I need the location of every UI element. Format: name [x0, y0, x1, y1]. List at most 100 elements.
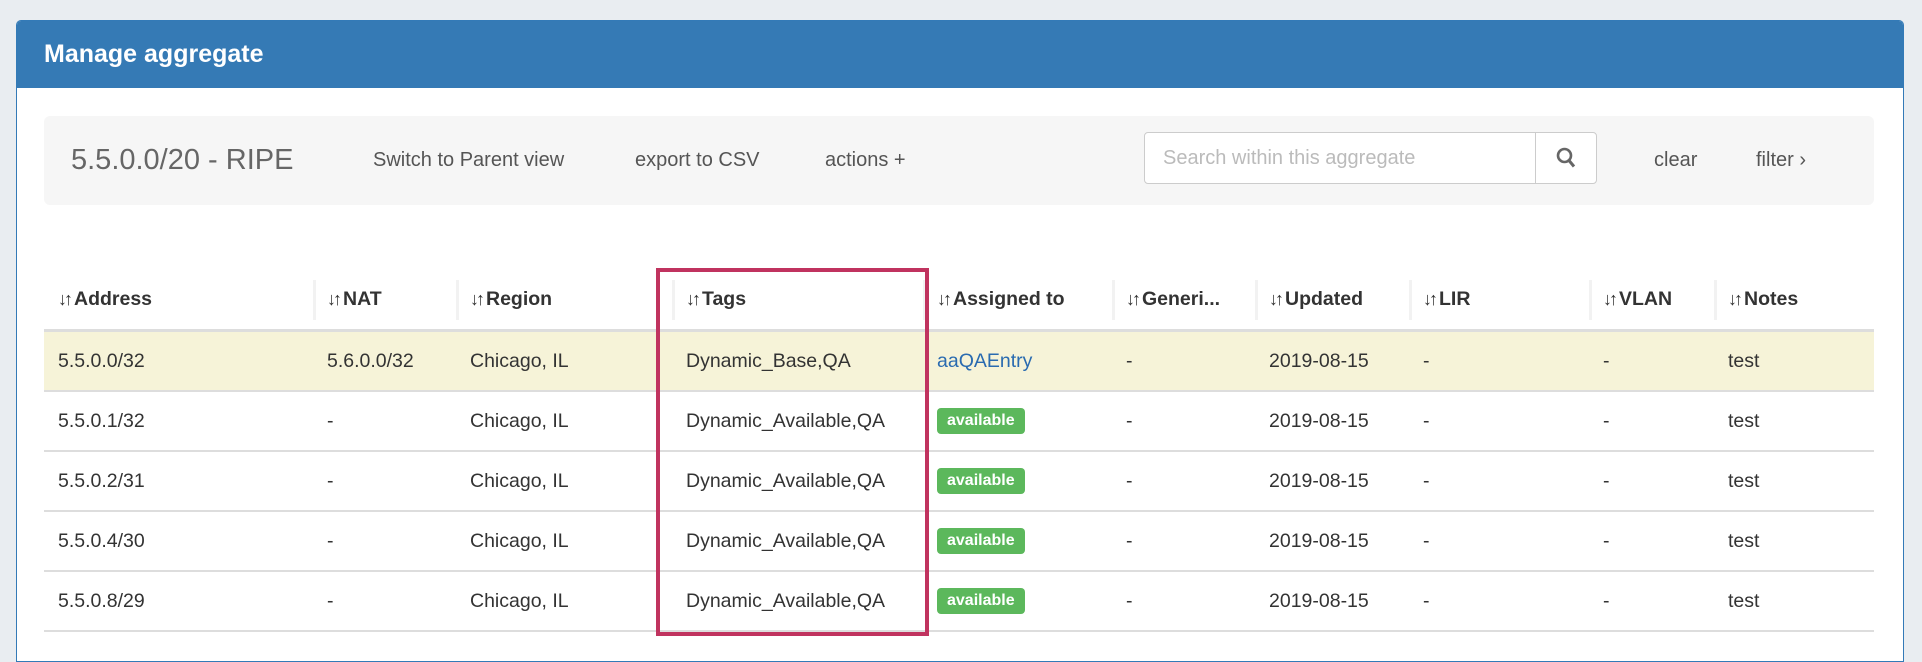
nat-value: -: [327, 409, 334, 432]
column-resize-handle[interactable]: [1714, 280, 1717, 320]
cell-vlan: -: [1589, 330, 1714, 392]
aggregate-table: ↓↑ Address ↓↑ NAT ↓↑ Region ↓↑ Tags ↓↑ Assigned t…: [44, 270, 1874, 632]
sort-icon: ↓↑: [1603, 289, 1618, 309]
column-resize-handle[interactable]: [1112, 280, 1115, 320]
sort-icon: ↓↑: [1423, 289, 1438, 309]
table-row[interactable]: 5.5.0.0/32 5.6.0.0/32 Chicago, IL Dynamic_B…: [44, 330, 1874, 392]
column-resize-handle[interactable]: [1409, 280, 1412, 320]
vlan-value: -: [1603, 469, 1610, 492]
filter-link[interactable]: filter ›: [1756, 149, 1806, 171]
tags-value: Dynamic_Available,QA: [686, 529, 886, 552]
vlan-value: -: [1603, 409, 1610, 432]
table-row[interactable]: 5.5.0.1/32 - Chicago, IL Dynamic_Available,…: [44, 391, 1874, 452]
available-badge: available: [937, 528, 1025, 554]
cell-lir: -: [1409, 571, 1589, 632]
cell-region: Chicago, IL: [456, 451, 672, 512]
cell-tags: Dynamic_Base,QA: [672, 330, 923, 392]
tags-value: Dynamic_Available,QA: [686, 469, 886, 492]
cell-assigned: available: [923, 451, 1112, 512]
cell-generic: -: [1112, 571, 1255, 632]
updated-value: 2019-08-15: [1269, 469, 1369, 492]
column-resize-handle[interactable]: [313, 280, 316, 320]
actions-menu[interactable]: actions +: [825, 149, 906, 171]
column-header-address[interactable]: ↓↑ Address: [44, 270, 313, 332]
column-header-vlan[interactable]: ↓↑ VLAN: [1589, 270, 1714, 332]
cell-lir: -: [1409, 391, 1589, 452]
cell-region: Chicago, IL: [456, 511, 672, 572]
column-header-label: Address: [74, 288, 153, 310]
updated-value: 2019-08-15: [1269, 409, 1369, 432]
cell-tags: Dynamic_Available,QA: [672, 451, 923, 512]
column-header-label: Tags: [702, 288, 747, 310]
cell-address: 5.5.0.2/31: [44, 451, 313, 512]
cell-vlan: -: [1589, 451, 1714, 512]
lir-value: -: [1423, 529, 1430, 552]
column-header-tags[interactable]: ↓↑ Tags: [672, 270, 923, 332]
available-badge: available: [937, 588, 1025, 614]
search-input[interactable]: [1145, 133, 1535, 183]
search-button[interactable]: [1535, 133, 1596, 183]
cell-lir: -: [1409, 451, 1589, 512]
nat-value: -: [327, 469, 334, 492]
cell-updated: 2019-08-15: [1255, 330, 1409, 392]
cell-nat: -: [313, 571, 456, 632]
column-resize-handle[interactable]: [456, 280, 459, 320]
cell-vlan: -: [1589, 571, 1714, 632]
cell-vlan: -: [1589, 511, 1714, 572]
cell-nat: -: [313, 391, 456, 452]
search-icon: [1556, 147, 1576, 168]
cell-generic: -: [1112, 391, 1255, 452]
column-resize-handle[interactable]: [1589, 280, 1592, 320]
sort-icon: ↓↑: [470, 289, 485, 309]
address-value: 5.5.0.4/30: [58, 529, 145, 552]
available-badge: available: [937, 468, 1025, 494]
sort-icon: ↓↑: [327, 289, 342, 309]
nat-value: 5.6.0.0/32: [327, 349, 414, 372]
generic-value: -: [1126, 589, 1133, 612]
column-resize-handle[interactable]: [923, 280, 926, 320]
table-row[interactable]: 5.5.0.2/31 - Chicago, IL Dynamic_Available,…: [44, 451, 1874, 512]
cell-notes: test: [1714, 391, 1874, 452]
table-header-row: ↓↑ Address ↓↑ NAT ↓↑ Region ↓↑ Tags ↓↑ Assigned t…: [44, 270, 1874, 332]
table-body: 5.5.0.0/32 5.6.0.0/32 Chicago, IL Dynamic_B…: [44, 330, 1874, 632]
column-header-lir[interactable]: ↓↑ LIR: [1409, 270, 1589, 332]
cell-nat: -: [313, 511, 456, 572]
switch-parent-view-link[interactable]: Switch to Parent view: [373, 149, 565, 171]
column-header-label: NAT: [343, 288, 382, 310]
column-header-notes[interactable]: ↓↑ Notes: [1714, 270, 1874, 332]
cell-updated: 2019-08-15: [1255, 451, 1409, 512]
column-resize-handle[interactable]: [672, 280, 675, 320]
column-resize-handle[interactable]: [1255, 280, 1258, 320]
cell-notes: test: [1714, 451, 1874, 512]
cell-address: 5.5.0.8/29: [44, 571, 313, 632]
tags-value: Dynamic_Base,QA: [686, 349, 851, 372]
export-csv-link[interactable]: export to CSV: [635, 149, 760, 171]
region-value: Chicago, IL: [470, 589, 569, 612]
cell-assigned: aaQAEntry: [923, 330, 1112, 392]
column-header-updated[interactable]: ↓↑ Updated: [1255, 270, 1409, 332]
cell-address: 5.5.0.4/30: [44, 511, 313, 572]
generic-value: -: [1126, 529, 1133, 552]
clear-link[interactable]: clear: [1654, 149, 1698, 171]
generic-value: -: [1126, 349, 1133, 372]
table-row[interactable]: 5.5.0.8/29 - Chicago, IL Dynamic_Available,…: [44, 571, 1874, 632]
table-row[interactable]: 5.5.0.4/30 - Chicago, IL Dynamic_Available,…: [44, 511, 1874, 572]
notes-value: test: [1728, 349, 1760, 372]
vlan-value: -: [1603, 349, 1610, 372]
column-header-label: LIR: [1439, 288, 1471, 310]
address-value: 5.5.0.8/29: [58, 589, 145, 612]
cell-assigned: available: [923, 571, 1112, 632]
column-header-label: Notes: [1744, 288, 1799, 310]
column-header-label: VLAN: [1619, 288, 1673, 310]
column-header-generic[interactable]: ↓↑ Generi...: [1112, 270, 1255, 332]
cell-tags: Dynamic_Available,QA: [672, 571, 923, 632]
cell-updated: 2019-08-15: [1255, 391, 1409, 452]
notes-value: test: [1728, 589, 1760, 612]
assigned-to-link[interactable]: aaQAEntry: [937, 349, 1033, 372]
tags-value: Dynamic_Available,QA: [686, 409, 886, 432]
notes-value: test: [1728, 469, 1760, 492]
column-header-nat[interactable]: ↓↑ NAT: [313, 270, 456, 332]
column-header-region[interactable]: ↓↑ Region: [456, 270, 672, 332]
lir-value: -: [1423, 589, 1430, 612]
column-header-assigned[interactable]: ↓↑ Assigned to: [923, 270, 1112, 332]
